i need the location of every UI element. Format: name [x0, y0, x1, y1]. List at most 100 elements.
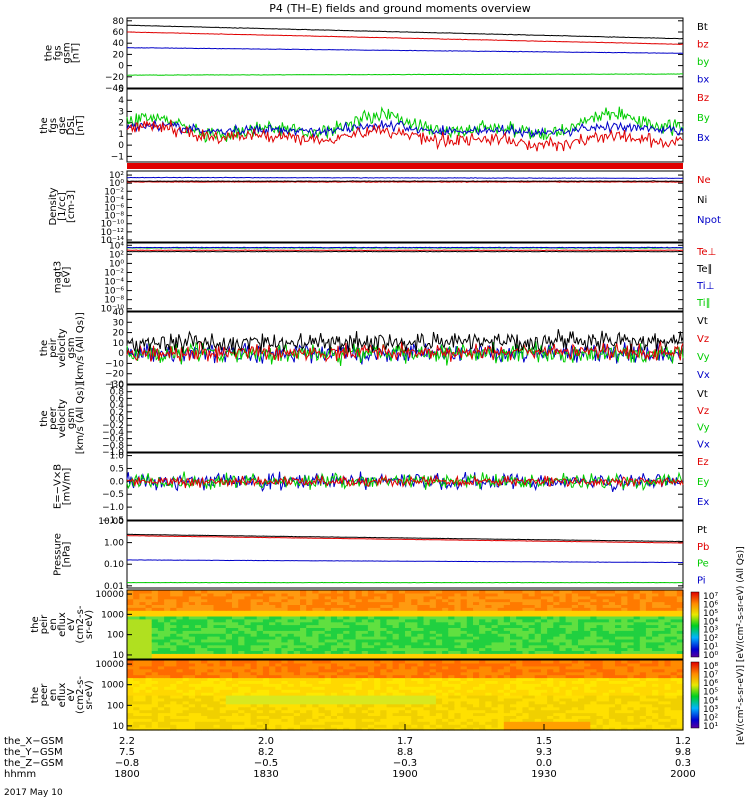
spectrogram-cell-peer_eflux	[491, 677, 499, 681]
spectrogram-cell-peir_eflux	[602, 615, 610, 620]
spectrogram-cell-peer_eflux	[213, 697, 221, 702]
spectrogram-cell-peir_eflux	[658, 650, 666, 654]
spectrogram-cell-peir_eflux	[157, 601, 165, 605]
spectrogram-cell-peir_eflux	[664, 598, 672, 603]
spectrogram-cell-peer_eflux	[133, 683, 140, 687]
spectrogram-cell-peir_eflux	[238, 621, 245, 626]
spectrogram-cell-peir_eflux	[398, 630, 406, 634]
spectrogram-cell-peir_eflux	[349, 633, 357, 637]
spectrogram-cell-peir_eflux	[318, 601, 326, 605]
spectrogram-cell-peir_eflux	[510, 613, 517, 617]
spectrogram-cell-peir_eflux	[633, 615, 641, 620]
spectrogram-cell-peer_eflux	[238, 695, 245, 699]
spectrogram-cell-peer_eflux	[534, 662, 542, 667]
spectrogram-cell-peir_eflux	[127, 621, 134, 626]
spectrogram-cell-peir_eflux	[491, 607, 499, 611]
spectrogram-cell-peer_eflux	[584, 712, 591, 716]
spectrogram-cell-peir_eflux	[355, 627, 363, 631]
spectrogram-cell-peer_eflux	[559, 727, 567, 731]
spectrogram-cell-peer_eflux	[522, 724, 530, 728]
spectrogram-cell-peer_eflux	[565, 665, 573, 670]
spectrogram-cell-peir_eflux	[411, 590, 418, 594]
spectrogram-cell-peer_eflux	[386, 697, 394, 702]
spectrogram-cell-peir_eflux	[411, 610, 418, 614]
spectrogram-cell-peir_eflux	[337, 650, 344, 654]
spectrogram-cell-peir_eflux	[565, 615, 573, 620]
spectrogram-cell-peer_eflux	[633, 665, 641, 670]
spectrogram-cell-peir_eflux	[485, 604, 493, 608]
spectrogram-cell-peir_eflux	[300, 653, 307, 657]
spectrogram-cell-peir_eflux	[534, 604, 542, 608]
spectrogram-cell-peer_eflux	[250, 703, 258, 708]
spectrogram-cell-peir_eflux	[398, 650, 406, 654]
spectrogram-cell-peer_eflux	[553, 671, 561, 676]
spectrogram-cell-peir_eflux	[337, 636, 344, 640]
spectrogram-cell-peir_eflux	[571, 627, 579, 631]
spectrogram-cell-peer_eflux	[386, 674, 394, 679]
spectrogram-cell-peer_eflux	[670, 700, 678, 705]
spectrogram-cell-peer_eflux	[429, 674, 437, 679]
spectrogram-cell-peir_eflux	[306, 644, 313, 649]
spectrogram-cell-peir_eflux	[238, 613, 245, 617]
spectrogram-cell-peer_eflux	[510, 709, 517, 714]
spectrogram-cell-peer_eflux	[386, 662, 394, 667]
spectrogram-cell-peer_eflux	[405, 683, 412, 687]
spectrogram-cell-peir_eflux	[584, 601, 591, 605]
spectrogram-cell-peir_eflux	[565, 621, 573, 626]
spectrogram-cell-peer_eflux	[448, 665, 455, 670]
spectrogram-cell-peir_eflux	[547, 656, 554, 660]
spectrogram-cell-peir_eflux	[392, 604, 400, 608]
spectrogram-cell-peir_eflux	[355, 613, 363, 617]
spectrogram-cell-peir_eflux	[207, 598, 215, 603]
spectrogram-cell-peir_eflux	[269, 604, 276, 608]
spectrogram-cell-peir_eflux	[578, 621, 585, 626]
spectrogram-cell-peir_eflux	[145, 607, 153, 611]
spectrogram-cell-peir_eflux	[578, 656, 585, 660]
spectrogram-cell-peir_eflux	[170, 615, 177, 620]
spectrogram-cell-peir_eflux	[219, 641, 227, 646]
spectrogram-cell-peir_eflux	[627, 621, 635, 626]
spectrogram-cell-peer_eflux	[188, 668, 196, 673]
spectrogram-cell-peer_eflux	[522, 697, 530, 702]
spectrogram-cell-peir_eflux	[281, 650, 289, 654]
spectrogram-cell-peer_eflux	[306, 668, 313, 673]
spectrogram-cell-peer_eflux	[405, 718, 412, 722]
spectrogram-cell-peir_eflux	[188, 650, 196, 654]
spectrogram-cell-peer_eflux	[534, 686, 542, 690]
spectrogram-cell-peer_eflux	[448, 715, 455, 719]
spectrogram-cell-peer_eflux	[547, 674, 554, 679]
spectrogram-cell-peer_eflux	[602, 709, 610, 714]
spectrogram-cell-peer_eflux	[380, 662, 388, 667]
spectrogram-cell-peer_eflux	[374, 724, 381, 728]
spectrogram-cell-peir_eflux	[318, 633, 326, 637]
spectrogram-cell-peir_eflux	[664, 633, 672, 637]
spectrogram-cell-peer_eflux	[244, 700, 252, 705]
spectrogram-cell-peir_eflux	[503, 598, 511, 603]
spectrogram-cell-peir_eflux	[423, 647, 431, 651]
spectrogram-cell-peer_eflux	[602, 724, 610, 728]
spectrogram-cell-peer_eflux	[621, 724, 628, 728]
spectrogram-cell-peir_eflux	[522, 613, 530, 617]
spectrogram-cell-peer_eflux	[584, 665, 591, 670]
spectrogram-cell-peir_eflux	[238, 607, 245, 611]
spectrogram-cell-peir_eflux	[559, 644, 567, 649]
spectrogram-cell-peer_eflux	[627, 668, 635, 673]
spectrogram-cell-peer_eflux	[479, 674, 486, 679]
spectrogram-cell-peir_eflux	[287, 604, 295, 608]
spectrogram-cell-peir_eflux	[139, 621, 147, 626]
legend-fgs-Bt: Bt	[697, 22, 708, 33]
spectrogram-cell-peir_eflux	[262, 633, 270, 637]
spectrogram-cell-peir_eflux	[510, 615, 517, 620]
ylabel-peer_eflux: eV	[66, 688, 77, 701]
spectrogram-cell-peer_eflux	[164, 700, 171, 705]
spectrogram-cell-peir_eflux	[479, 595, 486, 600]
spectrogram-cell-peer_eflux	[151, 715, 159, 719]
spectrogram-cell-peir_eflux	[411, 592, 418, 597]
spectrogram-cell-peir_eflux	[652, 615, 659, 620]
spectrogram-cell-peir_eflux	[127, 607, 134, 611]
spectrogram-cell-peer_eflux	[578, 697, 585, 702]
spectrogram-cell-peir_eflux	[423, 613, 431, 617]
spectrogram-cell-peer_eflux	[337, 712, 344, 716]
spectrogram-cell-peir_eflux	[528, 650, 536, 654]
spectrogram-cell-peir_eflux	[330, 630, 338, 634]
